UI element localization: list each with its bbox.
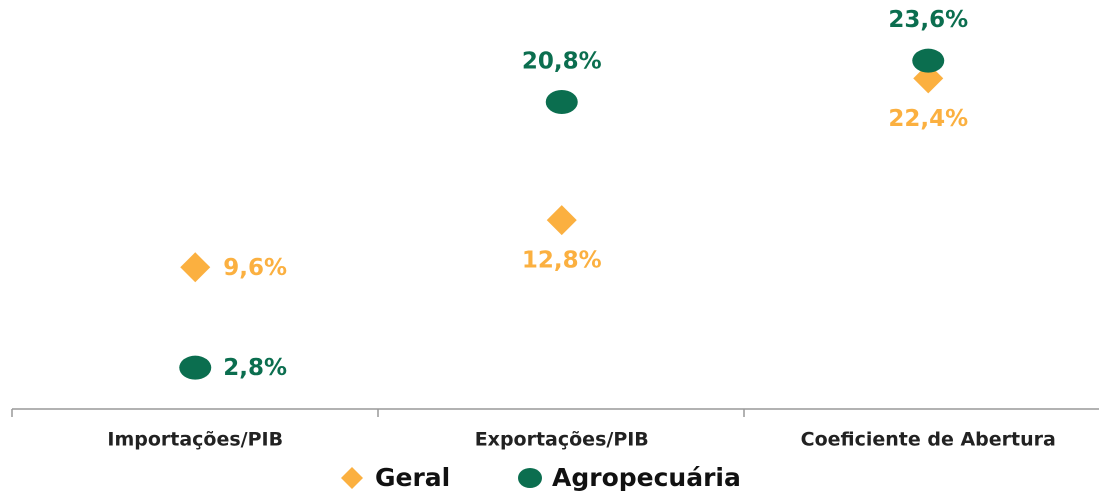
marker-diamond bbox=[180, 252, 211, 283]
data-label: 20,8% bbox=[522, 48, 602, 74]
x-tick-label: Importações/PIB bbox=[107, 429, 283, 451]
data-label: 22,4% bbox=[888, 106, 968, 132]
marker-circle bbox=[545, 89, 578, 114]
legend-marker bbox=[341, 467, 363, 489]
data-label: 9,6% bbox=[223, 255, 287, 281]
x-tick-label: Exportações/PIB bbox=[475, 429, 649, 451]
legend-marker bbox=[518, 468, 542, 488]
marker-circle bbox=[912, 48, 945, 73]
data-label: 12,8% bbox=[522, 248, 602, 274]
data-label: 2,8% bbox=[223, 355, 287, 381]
legend-label: Geral bbox=[375, 463, 450, 491]
marker-diamond bbox=[546, 205, 577, 236]
x-tick-label: Coeficiente de Abertura bbox=[801, 429, 1056, 451]
marker-circle bbox=[179, 355, 212, 380]
legend-label: Agropecuária bbox=[552, 463, 741, 491]
data-label: 23,6% bbox=[888, 7, 968, 33]
